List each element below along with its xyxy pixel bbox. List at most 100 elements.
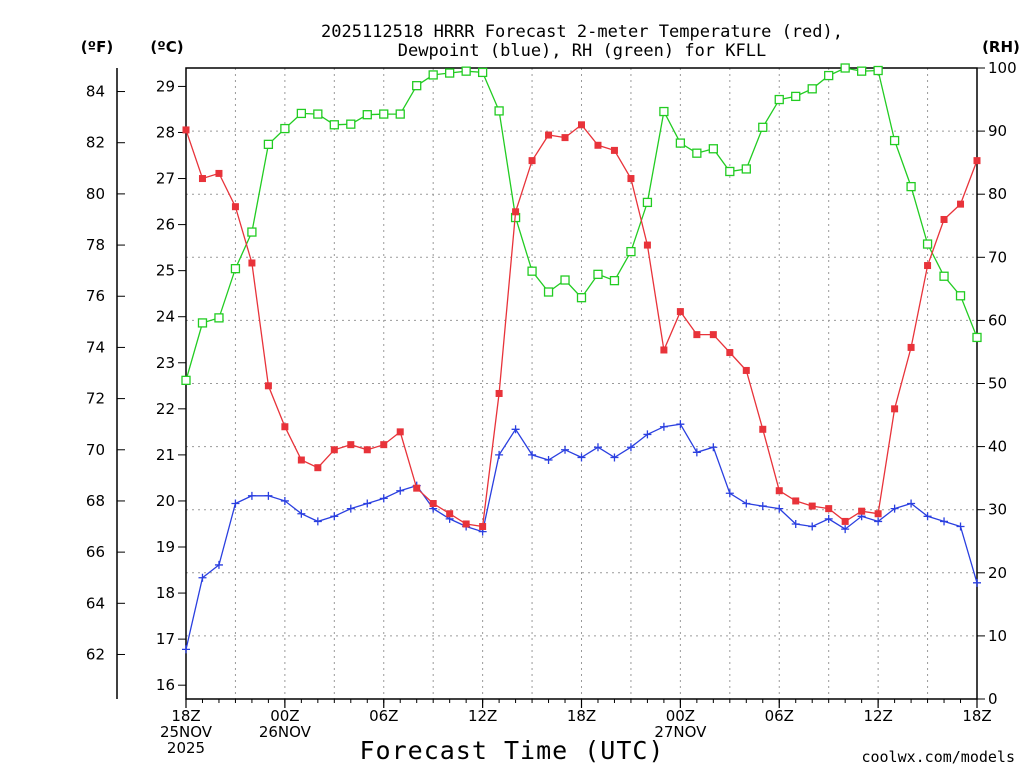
temperature-point [924, 262, 932, 270]
celsius-tick-label: 24 [156, 308, 175, 326]
rh-point [708, 144, 718, 154]
dewpoint-point [610, 453, 619, 462]
grid [186, 68, 977, 699]
temperature-point [413, 484, 421, 492]
dewpoint-point [544, 456, 553, 465]
dewpoint-point [182, 645, 190, 654]
temperature-point [380, 441, 388, 449]
dewpoint-point [775, 504, 784, 513]
temperature-point [429, 500, 437, 508]
dewpoint-point [593, 443, 602, 452]
temperature-point [330, 446, 338, 454]
temperature-point [742, 366, 750, 374]
rh-axis-label: (RH) [982, 38, 1020, 56]
temperature-point [610, 146, 618, 154]
temperature-point [363, 446, 371, 454]
dewpoint-point [528, 450, 537, 459]
x-tick-label: 27NOV [654, 723, 707, 741]
rh-point [692, 148, 702, 158]
dewpoint-point [643, 430, 652, 439]
dewpoint-point [247, 491, 256, 500]
credit-text: coolwx.com/models [861, 748, 1015, 766]
dewpoint-point [692, 448, 701, 457]
temperature-point [231, 203, 239, 211]
rh-point [346, 119, 356, 129]
temperature-point [858, 507, 866, 515]
rh-tick-label: 40 [988, 438, 1007, 456]
temperature-point [479, 523, 487, 531]
x-tick-label: 25NOV [160, 723, 213, 741]
celsius-tick-label: 21 [156, 446, 175, 464]
rh-point [873, 65, 883, 76]
rh-point [214, 313, 224, 323]
rh-point [856, 66, 867, 76]
celsius-tick-label: 25 [156, 262, 175, 280]
temperature-point [874, 510, 882, 518]
x-tick-label: 06Z [765, 707, 794, 725]
dewpoint-point [379, 494, 388, 503]
temperature-point [660, 346, 668, 354]
celsius-tick-label: 20 [156, 492, 175, 510]
rh-point [955, 291, 966, 301]
x-tick-label: 2025 [167, 739, 205, 757]
dewpoint-point [626, 443, 635, 452]
temperature-point [627, 175, 635, 183]
x-tick-label: 00Z [270, 707, 299, 725]
rh-point [412, 81, 422, 91]
dewpoint-point [346, 504, 355, 513]
rh-point [527, 266, 537, 276]
celsius-tick-label: 19 [156, 538, 175, 556]
dewpoint-point [791, 519, 800, 528]
temperature-point [907, 343, 915, 351]
celsius-tick-label: 16 [156, 676, 175, 694]
rh-point [576, 293, 587, 303]
dewpoint-point [313, 517, 322, 526]
x-axis-label: Forecast Time (UTC) [360, 736, 665, 765]
temperature-point [281, 423, 289, 431]
fahrenheit-axis-label: (ºF) [81, 38, 113, 56]
temperature-point [940, 215, 948, 223]
dewpoint-point [758, 502, 767, 511]
rh-point [395, 109, 405, 119]
dewpoint-point [363, 499, 372, 508]
dewpoint-point [297, 509, 306, 518]
dewpoint-point [659, 422, 668, 431]
rh-series [181, 63, 982, 385]
celsius-tick-label: 28 [156, 123, 175, 141]
rh-point [329, 120, 339, 130]
series-layer [181, 63, 982, 654]
temperature-point [594, 141, 602, 149]
rh-point [659, 106, 669, 117]
dewpoint-point [214, 560, 223, 569]
title: 2025112518 HRRR Forecast 2-meter Tempera… [321, 22, 843, 61]
temperature-point [808, 502, 816, 510]
rh-point [461, 66, 471, 76]
celsius-tick-label: 17 [156, 630, 175, 648]
rh-point [807, 84, 817, 94]
temperature-point [446, 510, 454, 518]
temperature-point [545, 131, 553, 139]
rh-point [296, 108, 307, 119]
dewpoint-point [890, 504, 899, 513]
dewpoint-point [923, 512, 932, 521]
temperature-point [561, 134, 569, 142]
temperature-point [759, 425, 767, 433]
dewpoint-point [198, 573, 207, 582]
temperature-point [248, 259, 256, 267]
rh-point [477, 67, 488, 78]
temperature-point [676, 308, 684, 316]
fahrenheit-tick-label: 64 [86, 594, 105, 612]
fahrenheit-tick-label: 62 [86, 645, 105, 663]
celsius-tick-label: 26 [156, 216, 175, 234]
temperature-point [973, 157, 981, 165]
temperature-point [215, 169, 223, 177]
rh-point [972, 332, 982, 343]
rh-point [313, 109, 323, 119]
celsius-tick-label: 27 [156, 170, 175, 188]
dewpoint-point [709, 443, 718, 452]
rh-point [791, 91, 801, 102]
dewpoint-point [676, 420, 685, 429]
dewpoint-point [742, 499, 751, 508]
x-tick-label: 26NOV [259, 723, 312, 741]
